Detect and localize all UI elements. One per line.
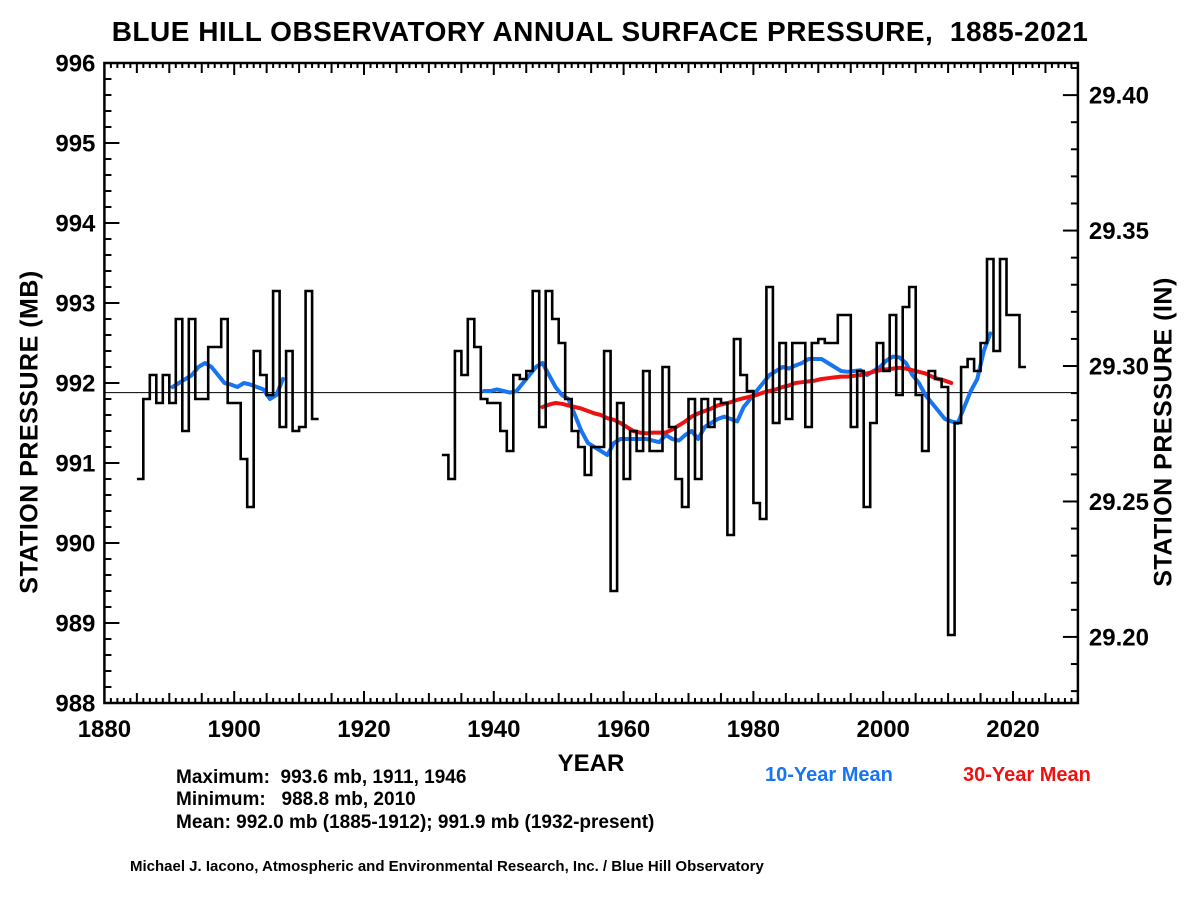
maximum-annotation: Maximum: 993.6 mb, 1911, 1946 [176, 767, 467, 788]
legend-10-year-mean: 10-Year Mean [765, 764, 893, 786]
minimum-annotation: Minimum: 988.8 mb, 2010 [176, 789, 416, 811]
svg-text:990: 990 [55, 531, 95, 558]
axis-ticks [104, 63, 1078, 703]
bottom-axis-tick-labels: 1880 1900 1920 1940 1960 1980 2000 2020 [78, 716, 1040, 743]
svg-text:989: 989 [55, 611, 95, 638]
svg-text:993: 993 [55, 291, 95, 318]
svg-text:996: 996 [55, 51, 95, 78]
svg-text:992: 992 [55, 371, 95, 398]
x-axis-title: YEAR [557, 750, 625, 777]
svg-text:995: 995 [55, 131, 95, 158]
credit-line: Michael J. Iacono, Atmospheric and Envir… [130, 858, 764, 875]
svg-text:994: 994 [55, 211, 96, 238]
svg-text:988: 988 [55, 691, 95, 718]
svg-text:2020: 2020 [986, 716, 1039, 743]
stats-annotations: Maximum: 993.6 mb, 1911, 1946 Minimum: 9… [176, 767, 654, 834]
svg-text:2000: 2000 [857, 716, 910, 743]
svg-text:1920: 1920 [337, 716, 390, 743]
ten-year-mean-line [170, 331, 993, 457]
svg-text:991: 991 [55, 451, 95, 478]
svg-text:1880: 1880 [78, 716, 131, 743]
svg-text:1960: 1960 [597, 716, 650, 743]
chart-title: BLUE HILL OBSERVATORY ANNUAL SURFACE PRE… [111, 16, 1089, 47]
svg-text:1980: 1980 [727, 716, 780, 743]
mean-annotation: Mean: 992.0 mb (1885-1912); 991.9 mb (19… [176, 811, 655, 833]
svg-text:29.30: 29.30 [1089, 354, 1149, 381]
legend-30-year-mean: 30-Year Mean [963, 764, 1091, 786]
svg-text:29.35: 29.35 [1089, 218, 1149, 245]
svg-text:1940: 1940 [467, 716, 520, 743]
svg-text:29.25: 29.25 [1089, 489, 1149, 516]
annual-step-series [136, 257, 1026, 637]
svg-text:29.20: 29.20 [1089, 624, 1149, 651]
svg-text:29.40: 29.40 [1089, 83, 1149, 110]
left-axis-tick-labels: 996 995 994 993 992 991 990 989 988 [55, 51, 96, 718]
svg-text:1900: 1900 [208, 716, 261, 743]
right-axis-tick-labels: 29.40 29.35 29.30 29.25 29.20 [1089, 83, 1149, 652]
